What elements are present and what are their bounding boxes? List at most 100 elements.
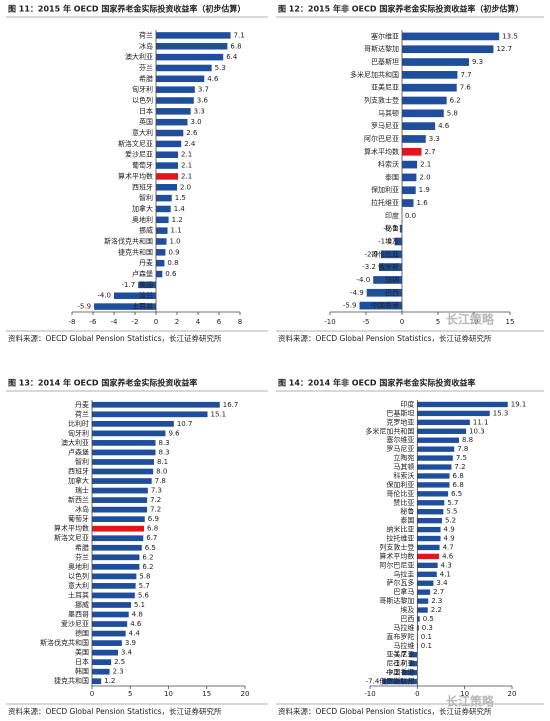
value-label: 7.7 (460, 71, 471, 79)
value-label: 2.3 (431, 597, 442, 605)
bar (114, 292, 156, 299)
bar (156, 97, 194, 104)
value-label: 3.7 (198, 86, 209, 94)
bar (92, 554, 140, 561)
value-label: 2.7 (433, 588, 444, 596)
value-label: 6.8 (453, 481, 464, 489)
bar (417, 446, 455, 452)
bar (156, 118, 188, 126)
category-label: 卢森堡 (68, 447, 89, 456)
bar (92, 678, 102, 685)
x-tick-label: 20 (241, 690, 250, 698)
category-label: 哥斯达黎加 (379, 596, 414, 605)
category-label: 瑞士 (75, 486, 89, 495)
value-label: 2.3 (113, 668, 124, 676)
category-label: 算术平均数 (364, 147, 399, 156)
category-label: 爱沙尼亚 (61, 620, 89, 628)
bar (409, 660, 418, 667)
value-label: 2.6 (186, 129, 198, 137)
value-label: -4.9 (350, 289, 364, 297)
bar (156, 32, 231, 39)
bar (417, 500, 445, 506)
category-label: 葡萄牙 (68, 514, 89, 523)
value-label: 6.5 (145, 544, 156, 552)
category-label: 匈牙利 (132, 85, 153, 94)
x-tick-label: 6 (217, 318, 222, 326)
category-label: 新西兰 (68, 495, 89, 504)
value-label: 4.6 (207, 75, 219, 83)
value-label: 3.3 (429, 135, 440, 143)
value-label: 3.3 (194, 107, 205, 115)
category-label: 亚美尼亚 (386, 650, 414, 659)
category-label: 奥地利 (68, 562, 89, 571)
bar (402, 199, 414, 207)
value-label: 9.3 (472, 58, 483, 66)
category-label: 保加利亚 (386, 480, 414, 489)
category-label: 阿尔巴尼亚 (379, 560, 414, 569)
bar (402, 186, 416, 195)
bar (402, 83, 457, 92)
category-label: 捷克共和国 (54, 676, 89, 685)
value-label: 2.7 (424, 148, 435, 156)
value-label: 6.8 (230, 42, 241, 50)
bar (402, 109, 444, 118)
bar (156, 173, 179, 180)
bar (92, 506, 148, 513)
value-label: 19.1 (511, 400, 527, 408)
value-label: 6.4 (226, 53, 238, 61)
bar (417, 464, 452, 470)
category-label: 埃及 (385, 237, 399, 246)
value-label: 2.1 (181, 172, 192, 180)
category-label: 爱沙尼亚 (125, 151, 153, 159)
value-label: -7.4 (366, 678, 380, 686)
value-label: 4.9 (444, 535, 455, 543)
x-tick-label: 10 (460, 690, 469, 698)
bar (92, 401, 220, 408)
category-label: 西班牙 (132, 182, 153, 191)
category-label: 亚美尼亚 (371, 83, 399, 92)
value-label: 3.6 (197, 97, 209, 105)
bar (394, 237, 402, 246)
bar (156, 184, 177, 191)
bar (409, 652, 418, 658)
bar (156, 64, 212, 72)
category-label: 算术平均数 (54, 524, 89, 533)
source-note: 资料来源：OECD Global Pension Statistics，长江证券… (8, 333, 222, 343)
value-label: 1.4 (174, 205, 186, 213)
bar (156, 129, 184, 137)
category-label: 土耳其 (132, 302, 153, 311)
value-label: 4.6 (442, 552, 454, 560)
x-tick-label: 0 (154, 318, 158, 326)
value-label: 5.5 (446, 508, 457, 516)
bar (417, 562, 438, 569)
category-label: 澳大利亚 (61, 438, 89, 447)
category-label: 捷克共和国 (118, 247, 153, 256)
category-label: 中国香港 (371, 301, 399, 310)
source-note: 资料来源：OECD Global Pension Statistics，长江证券… (8, 706, 222, 716)
value-label: 5.8 (447, 109, 458, 117)
value-label: 5.2 (445, 517, 456, 525)
category-label: 德国 (75, 629, 89, 638)
bar (92, 668, 110, 675)
x-tick-label: 4 (196, 318, 201, 326)
category-label: 科索沃 (393, 471, 414, 480)
value-label: 2.0 (419, 173, 430, 181)
watermark: 长江策略 (446, 312, 495, 327)
category-label: 挪威 (75, 600, 89, 609)
bar (417, 589, 431, 595)
bar (156, 194, 172, 202)
value-label: 0.6 (165, 270, 177, 278)
category-label: 秘鲁 (385, 224, 399, 233)
x-tick-label: 20 (508, 690, 517, 698)
value-label: -3.2 (362, 263, 376, 271)
watermark: 长江策略 (446, 694, 495, 709)
value-label: 6.9 (148, 515, 159, 523)
value-label: 7.8 (155, 477, 166, 485)
bar (417, 598, 429, 604)
category-label: 塞尔维亚 (386, 435, 414, 444)
value-label: 8.0 (156, 468, 167, 476)
category-label: 加拿大 (68, 476, 89, 485)
value-label: 4.9 (444, 526, 455, 534)
bar (417, 428, 467, 434)
bar (402, 669, 418, 676)
